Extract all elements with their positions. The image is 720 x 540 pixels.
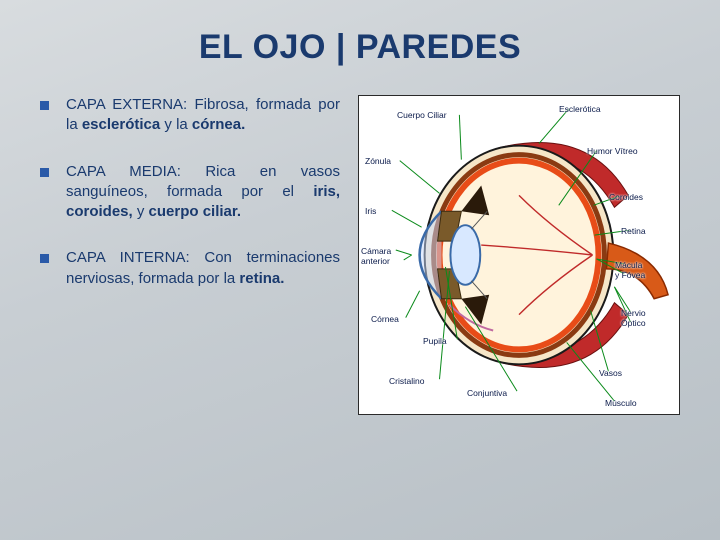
bullet-item: CAPA EXTERNA: Fibrosa, formada por la es… [40,95,340,136]
diagram-label: Retina [621,226,646,236]
diagram-label: Esclerótica [559,104,601,114]
diagram-label: Nervio [621,308,646,318]
diagram-label: Coroides [609,192,643,202]
diagram-label: Músculo [605,398,637,408]
bullet-square-icon [40,248,56,289]
text-column: CAPA EXTERNA: Fibrosa, formada por la es… [40,95,340,315]
diagram-label: Óptico [621,318,646,328]
diagram-label: Humor Vítreo [587,146,638,156]
page-title: EL OJO | PAREDES [40,28,680,67]
diagram-label: y Fóvea [615,270,645,280]
diagram-label: Cámara [361,246,391,256]
diagram-label: Zónula [365,156,391,166]
diagram-column: Esclerótica Cuerpo Ciliar Humor Vítreo Zónu… [358,95,680,315]
diagram-label: Cuerpo Ciliar [397,110,447,120]
eye-diagram: Esclerótica Cuerpo Ciliar Humor Vítreo Zónu… [358,95,680,415]
diagram-label: Pupila [423,336,447,346]
diagram-label: Conjuntiva [467,388,507,398]
bullet-square-icon [40,162,56,223]
diagram-label: anterior [361,256,390,266]
diagram-label: Vasos [599,368,622,378]
slide: EL OJO | PAREDES CAPA EXTERNA: Fibrosa, … [0,0,720,540]
bullet-item: CAPA MEDIA: Rica en vasos sanguíneos, fo… [40,162,340,223]
bullet-text: CAPA INTERNA: Con terminaciones nerviosa… [66,248,340,289]
content-row: CAPA EXTERNA: Fibrosa, formada por la es… [40,95,680,315]
bullet-square-icon [40,95,56,136]
bullet-text: CAPA MEDIA: Rica en vasos sanguíneos, fo… [66,162,340,223]
diagram-label: Córnea [371,314,399,324]
diagram-label: Mácula [615,260,642,270]
diagram-label: Cristalino [389,376,424,386]
bullet-item: CAPA INTERNA: Con terminaciones nerviosa… [40,248,340,289]
bullet-text: CAPA EXTERNA: Fibrosa, formada por la es… [66,95,340,136]
eye-svg [359,96,679,414]
diagram-label: Iris [365,206,376,216]
